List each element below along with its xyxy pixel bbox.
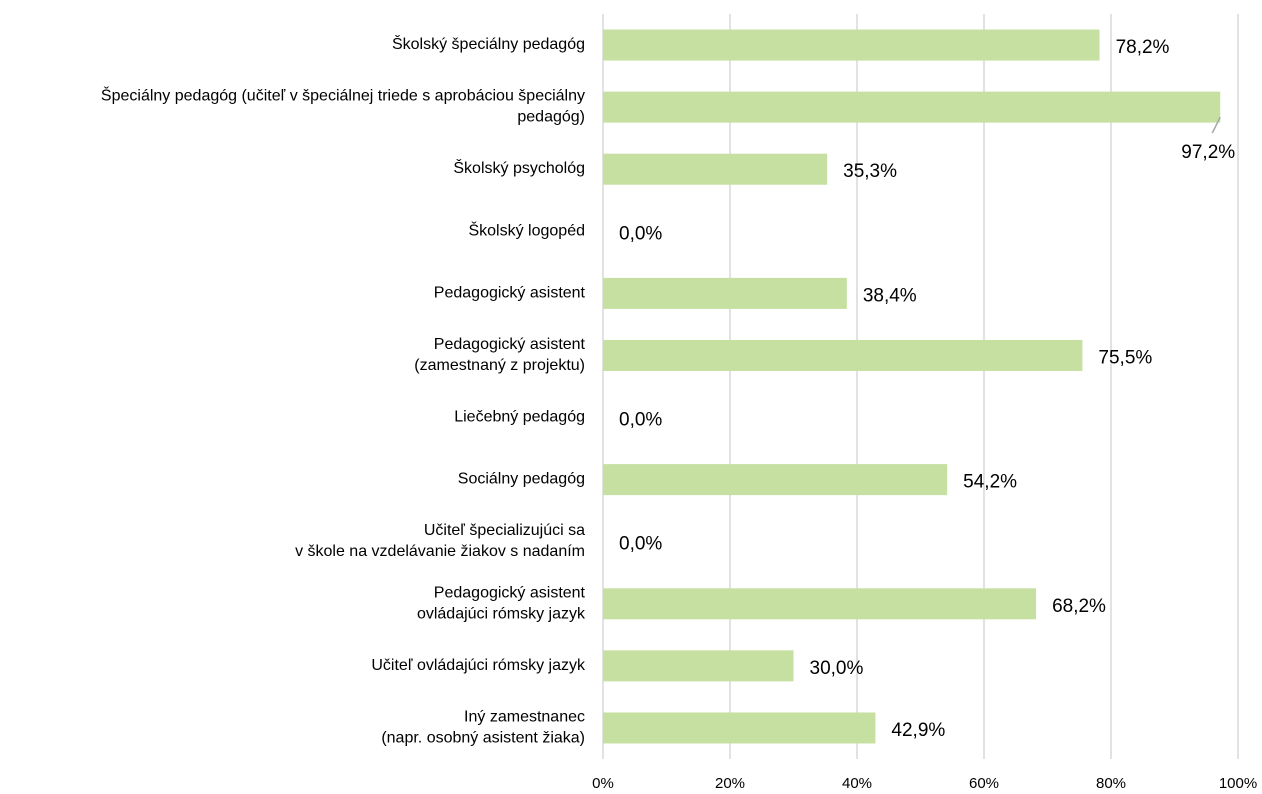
x-tick-label: 60%: [969, 775, 999, 792]
bar: [603, 712, 876, 744]
value-label: 0,0%: [619, 223, 662, 244]
value-label: 54,2%: [963, 472, 1017, 493]
category-line: Školský psychológ: [453, 158, 585, 177]
category-line: Školský špeciálny pedagóg: [392, 34, 585, 53]
category-line: Sociálny pedagóg: [458, 471, 585, 488]
value-label: 68,2%: [1052, 596, 1106, 617]
category-line: Liečebný pedagóg: [454, 409, 585, 426]
bar: [603, 91, 1221, 123]
category-label: Školský psychológ: [453, 158, 585, 177]
category-line: (zamestnaný z projektu): [414, 357, 585, 374]
category-line: Pedagogický asistent: [434, 585, 586, 602]
bar: [603, 464, 948, 496]
category-label: Pedagogický asistent ovládajúci rómsky ja…: [417, 585, 586, 623]
value-label: 0,0%: [619, 534, 662, 555]
bar: [603, 339, 1083, 371]
value-label: 42,9%: [891, 720, 945, 741]
bar: [603, 277, 847, 309]
category-label: Špeciálny pedagóg (učiteľ v špeciálnej t…: [101, 86, 585, 126]
bar: [603, 29, 1100, 61]
category-line: (napr. osobný asistent žiaka): [381, 730, 585, 747]
value-label: 75,5%: [1098, 347, 1152, 368]
value-label: 35,3%: [843, 161, 897, 182]
value-label: 38,4%: [863, 285, 917, 306]
category-label: Sociálny pedagóg: [458, 471, 585, 488]
category-line: pedagóg): [517, 109, 585, 126]
bar: [603, 153, 828, 185]
x-tick-label: 80%: [1096, 775, 1126, 792]
category-line: Učiteľ ovládajúci rómsky jazyk: [371, 657, 586, 674]
value-label: 78,2%: [1116, 37, 1170, 58]
category-label: Učiteľ špecializujúci sa v škole na vzdel…: [295, 522, 585, 560]
bar: [603, 588, 1037, 620]
category-line: ovládajúci rómsky jazyk: [417, 606, 586, 623]
x-tick-label: 40%: [842, 775, 872, 792]
leader-line: [1211, 116, 1221, 134]
category-label: Iný zamestnanec (napr. osobný asistent ži…: [381, 709, 585, 747]
x-tick-label: 20%: [715, 775, 745, 792]
x-tick-label: 0%: [592, 775, 614, 792]
category-line: Pedagogický asistent: [434, 285, 586, 302]
category-label: Liečebný pedagóg: [454, 409, 585, 426]
bar: [603, 650, 794, 682]
category-label: Školský logopéd: [468, 221, 585, 240]
category-line: Školský logopéd: [468, 221, 585, 240]
value-label: 97,2%: [1181, 142, 1235, 163]
category-line: Špeciálny pedagóg (učiteľ v špeciálnej t…: [101, 86, 585, 105]
category-label: Pedagogický asistent (zamestnaný z projek…: [414, 336, 585, 374]
category-line: Iný zamestnanec: [464, 709, 585, 726]
category-label: Učiteľ ovládajúci rómsky jazyk: [371, 657, 586, 674]
category-label: Školský špeciálny pedagóg: [392, 34, 585, 53]
value-label: 30,0%: [810, 658, 864, 679]
category-line: v škole na vzdelávanie žiakov s nadaním: [295, 543, 585, 560]
category-line: Pedagogický asistent: [434, 336, 586, 353]
category-label: Pedagogický asistent: [434, 285, 586, 302]
x-tick-label: 100%: [1219, 775, 1257, 792]
category-line: Učiteľ špecializujúci sa: [424, 522, 585, 539]
value-label: 0,0%: [619, 410, 662, 431]
